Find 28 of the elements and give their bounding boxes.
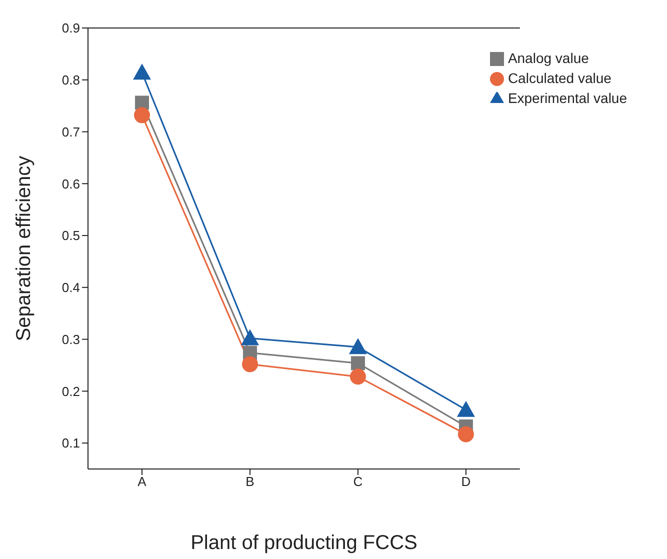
y-tick-label: 0.3 bbox=[62, 332, 80, 347]
point bbox=[132, 64, 151, 80]
x-axis-title: Plant of producting FCCS bbox=[190, 532, 418, 554]
point bbox=[240, 329, 259, 346]
point bbox=[458, 426, 474, 442]
y-tick-label: 0.1 bbox=[62, 436, 80, 451]
point bbox=[348, 338, 367, 354]
y-tick-label: 0.2 bbox=[62, 384, 80, 399]
point bbox=[350, 368, 366, 385]
legend-label: Experimental value bbox=[508, 90, 627, 106]
legend-label: Calculated value bbox=[508, 70, 612, 86]
point bbox=[242, 356, 258, 372]
y-tick-label: 0.6 bbox=[62, 176, 80, 192]
point bbox=[134, 107, 150, 124]
x-tick-label: B bbox=[246, 474, 254, 490]
x-tick-label: A bbox=[138, 474, 147, 490]
point bbox=[134, 96, 149, 110]
x-tick-label: D bbox=[461, 474, 471, 490]
y-axis-title: Separation efficiency bbox=[13, 156, 36, 342]
x-tick-label: C bbox=[353, 474, 363, 490]
y-tick-label: 0.4 bbox=[62, 280, 80, 296]
point bbox=[456, 400, 475, 417]
point bbox=[350, 356, 365, 370]
y-tick-label: 0.9 bbox=[62, 20, 80, 36]
legend-label: Analog value bbox=[508, 50, 589, 66]
y-tick-label: 0.8 bbox=[62, 72, 80, 88]
y-tick-label: 0.7 bbox=[62, 124, 80, 140]
y-tick-label: 0.5 bbox=[62, 228, 80, 244]
